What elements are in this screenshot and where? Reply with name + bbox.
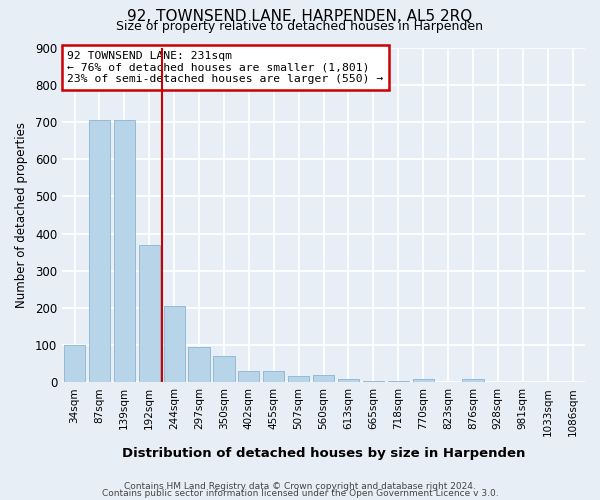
Bar <box>388 380 409 382</box>
Bar <box>164 306 185 382</box>
Y-axis label: Number of detached properties: Number of detached properties <box>15 122 28 308</box>
Text: 92 TOWNSEND LANE: 231sqm
← 76% of detached houses are smaller (1,801)
23% of sem: 92 TOWNSEND LANE: 231sqm ← 76% of detach… <box>67 51 383 84</box>
Bar <box>139 244 160 382</box>
Bar <box>413 380 434 382</box>
Bar <box>238 371 259 382</box>
Bar <box>114 120 135 382</box>
Bar <box>188 347 209 382</box>
Text: Contains HM Land Registry data © Crown copyright and database right 2024.: Contains HM Land Registry data © Crown c… <box>124 482 476 491</box>
Bar <box>214 356 235 382</box>
Text: Size of property relative to detached houses in Harpenden: Size of property relative to detached ho… <box>116 20 484 33</box>
Bar <box>463 380 484 382</box>
Text: Contains public sector information licensed under the Open Government Licence v : Contains public sector information licen… <box>101 489 499 498</box>
Text: 92, TOWNSEND LANE, HARPENDEN, AL5 2RQ: 92, TOWNSEND LANE, HARPENDEN, AL5 2RQ <box>127 9 473 24</box>
Bar <box>363 380 384 382</box>
Bar <box>89 120 110 382</box>
Bar <box>288 376 309 382</box>
X-axis label: Distribution of detached houses by size in Harpenden: Distribution of detached houses by size … <box>122 447 525 460</box>
Bar <box>263 371 284 382</box>
Bar <box>313 375 334 382</box>
Bar <box>338 380 359 382</box>
Bar <box>64 345 85 383</box>
